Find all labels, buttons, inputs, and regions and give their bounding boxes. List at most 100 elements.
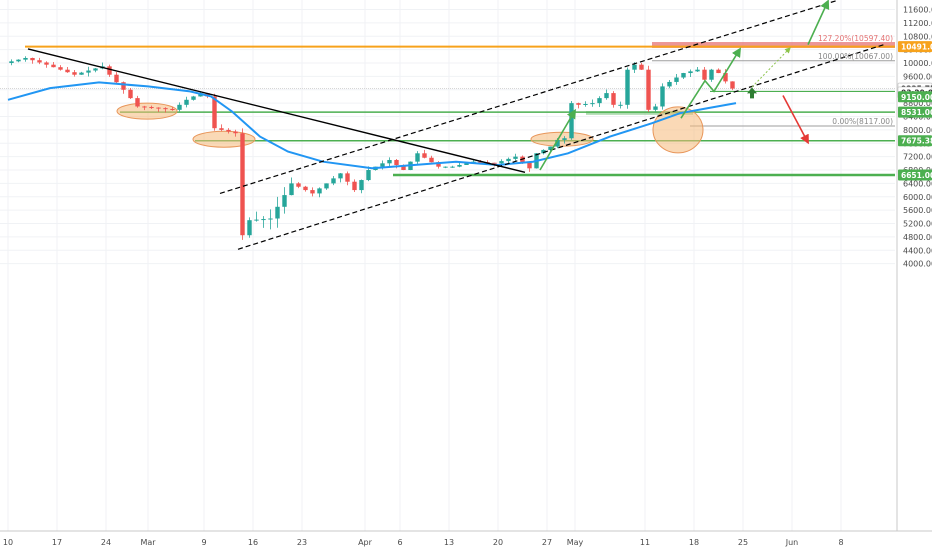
fib-label: 0.00%(8117.00) — [832, 117, 893, 126]
candle-body — [191, 96, 196, 100]
candle-body — [331, 178, 336, 184]
time-axis[interactable]: 10 17 24 Mar 9 16 23 Apr 6 13 20 27 May 11 18 25 Jun 8 — [0, 530, 932, 547]
candle-body — [23, 57, 28, 60]
candle-body — [58, 67, 63, 70]
candle-body — [44, 62, 49, 65]
candle-body — [674, 77, 679, 82]
candle-body — [604, 93, 609, 99]
price-tick-label: 8800.00 — [903, 99, 932, 108]
candle-body — [618, 104, 623, 106]
candle-body — [30, 57, 35, 61]
candle-body — [695, 69, 700, 72]
moving-average-line — [7, 81, 737, 170]
price-tick-label: 4000.00 — [903, 260, 932, 269]
time-tick-label: 27 — [542, 538, 552, 547]
candle-body — [212, 96, 217, 129]
candle-body — [541, 149, 546, 154]
price-tag-label: 7675.38 — [901, 137, 932, 146]
price-tick-label: 4400.00 — [903, 246, 932, 255]
price-tags: 10491.009235.7503:29:089150.008531.00767… — [897, 41, 932, 181]
candle-body — [716, 69, 721, 74]
candle-body — [646, 69, 651, 110]
candle-body — [72, 72, 77, 75]
highlight-ellipse — [116, 102, 178, 120]
time-tick-label: 8 — [838, 538, 843, 547]
price-tag-label: 10491.00 — [901, 43, 932, 52]
candle-body — [632, 64, 637, 70]
grid — [0, 0, 895, 531]
candle-body — [555, 139, 560, 147]
candle-body — [681, 73, 686, 78]
candle-body — [65, 69, 70, 73]
time-tick-label: 25 — [738, 538, 748, 547]
candle-body — [660, 86, 665, 107]
candle-body — [709, 69, 714, 80]
time-tick-label: 17 — [52, 538, 62, 547]
time-tick-label: 13 — [444, 538, 454, 547]
candle-body — [296, 183, 301, 187]
candle-body — [275, 206, 280, 219]
candle-body — [611, 93, 616, 105]
fib-label: 127.20%(10597.40) — [818, 34, 893, 43]
price-axis[interactable]: 11600.0011200.0010800.0010400.0010000.00… — [896, 0, 932, 531]
price-tick-label: 10000.00 — [903, 59, 932, 68]
price-tick-label: 7200.00 — [903, 153, 932, 162]
candle-body — [625, 69, 630, 105]
price-tick-label: 9600.00 — [903, 72, 932, 81]
candle-body — [723, 73, 728, 82]
price-tick-label: 11200.00 — [903, 19, 932, 28]
price-tick-label: 10800.00 — [903, 32, 932, 41]
candle-body — [422, 153, 427, 158]
price-tag-box — [898, 135, 932, 147]
candle-body — [114, 74, 119, 83]
candle-body — [289, 183, 294, 196]
fib-labels: 127.20%(10597.40) 100.00%(10067.00) 0.00%(… — [818, 34, 893, 126]
candle-body — [576, 103, 581, 105]
candle-body — [324, 183, 329, 189]
price-tag-label: 9150.00 — [901, 93, 932, 102]
time-tick-label: 6 — [397, 538, 402, 547]
candle-body — [436, 162, 441, 167]
time-tick-label: 23 — [297, 538, 307, 547]
zones — [586, 42, 895, 115]
fib-label: 100.00%(10067.00) — [818, 52, 893, 61]
candle-body — [597, 98, 602, 104]
time-tick-label: May — [567, 538, 584, 547]
price-tick-label: 11600.00 — [903, 6, 932, 15]
time-tick-label: Mar — [140, 538, 156, 547]
price-tag-label: 8531.00 — [901, 108, 932, 117]
candle-body — [450, 166, 455, 168]
price-tick-label: 8000.00 — [903, 126, 932, 135]
candle-body — [653, 106, 658, 110]
candle-body — [415, 153, 420, 162]
candle-body — [506, 158, 511, 162]
candle-body — [492, 162, 497, 164]
price-tag-box — [898, 91, 932, 103]
projection-arrows — [539, 0, 830, 171]
candle-body — [394, 159, 399, 165]
candle-body — [121, 82, 126, 90]
time-tick-label: Apr — [358, 538, 373, 547]
price-tag-box — [898, 106, 932, 118]
price-tag-label: 6651.00 — [901, 171, 932, 180]
candle-body — [93, 68, 98, 71]
candle-body — [240, 133, 245, 236]
candle-body — [142, 106, 147, 108]
candle-body — [261, 219, 266, 221]
candle-body — [366, 170, 371, 181]
candle-body — [548, 146, 553, 150]
descending-trendline — [27, 48, 526, 174]
candle-body — [702, 69, 707, 80]
projection-arrow-2 — [680, 47, 742, 119]
projection-arrow-1 — [539, 108, 576, 171]
candle-body — [135, 98, 140, 107]
candle-body — [303, 186, 308, 191]
candle-body — [86, 70, 91, 73]
candle-body — [380, 163, 385, 167]
trend-lines — [27, 0, 886, 250]
candle-body — [9, 61, 14, 64]
time-tick-label: 18 — [689, 538, 699, 547]
price-tick-label: 6000.00 — [903, 193, 932, 202]
candle-body — [233, 131, 238, 134]
